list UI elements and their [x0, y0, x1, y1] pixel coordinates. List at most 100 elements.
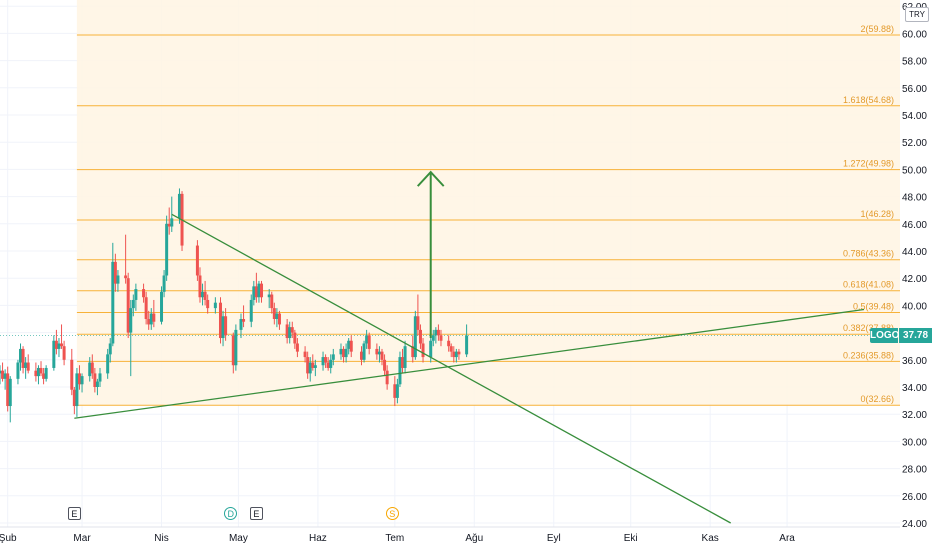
candle-body — [242, 319, 246, 322]
candle-body — [93, 373, 97, 387]
candle — [344, 343, 348, 363]
candle — [324, 354, 328, 368]
currency-label[interactable]: TRY — [905, 7, 929, 22]
time-tick-label: Şub — [0, 533, 17, 544]
candle-body — [403, 346, 407, 368]
candle-body — [203, 291, 207, 300]
candle — [77, 365, 81, 390]
candle — [80, 373, 84, 393]
price-tick-label: 40.00 — [902, 301, 927, 312]
split-event-icon[interactable]: S — [385, 507, 399, 520]
candle-body — [331, 354, 335, 360]
time-tick-label: Kas — [702, 533, 719, 544]
candle-body — [224, 316, 228, 336]
price-tick-label: 50.00 — [902, 165, 927, 176]
candle — [88, 357, 92, 382]
candle — [39, 361, 43, 377]
candle-body — [447, 340, 451, 347]
time-tick-label: Eki — [624, 533, 638, 544]
candle-body — [347, 340, 351, 349]
candle-body — [449, 346, 453, 352]
symbol-tag: LOGO — [870, 328, 900, 343]
candle-body — [344, 348, 348, 358]
candle-body — [375, 348, 379, 355]
candle-body — [77, 373, 81, 385]
time-axis[interactable]: Şub Mar Nis May Haz Tem Ağu Eyl Eki Kas Ara — [0, 526, 900, 544]
candle — [339, 343, 343, 360]
price-tick-label: 26.00 — [902, 492, 927, 503]
trendlines[interactable] — [74, 170, 865, 524]
candle-body — [147, 319, 151, 325]
candle-body — [201, 291, 205, 298]
candle-body — [170, 218, 174, 227]
candle — [260, 280, 264, 303]
fib-level-label: 0.382(37.88) — [843, 323, 894, 333]
candle — [401, 348, 405, 374]
fib-level-label: 0(32.66) — [860, 394, 894, 404]
time-tick-label: Nis — [154, 533, 168, 544]
price-axis[interactable]: 24.0026.0028.0030.0032.0034.0036.0038.00… — [902, 2, 927, 530]
candle — [393, 376, 397, 407]
price-tick-label: 32.00 — [902, 410, 927, 421]
target-arrow-head — [416, 170, 445, 187]
candle-body — [44, 367, 48, 379]
candle-body — [90, 362, 94, 374]
candle-body — [277, 313, 281, 325]
candle-body — [260, 283, 264, 298]
candle-body — [285, 324, 289, 339]
candle — [242, 305, 246, 328]
candle-body — [275, 313, 279, 319]
candle-body — [306, 357, 310, 374]
candle-body — [254, 286, 258, 298]
candle-body — [144, 297, 148, 319]
candle-body — [249, 299, 253, 322]
candle — [165, 215, 169, 281]
candle-body — [413, 316, 417, 358]
earnings-event-icon[interactable]: E — [249, 507, 263, 520]
candle-body — [339, 348, 343, 355]
candle — [21, 346, 25, 374]
candle — [311, 354, 315, 371]
candle — [411, 335, 415, 363]
candle — [270, 291, 274, 314]
candle — [465, 324, 469, 358]
candle-body — [88, 362, 92, 377]
candle-body — [42, 373, 46, 379]
price-tick-label: 42.00 — [902, 274, 927, 285]
fib-level-label: 1.272(49.98) — [843, 159, 894, 169]
candle-body — [126, 278, 130, 333]
candle — [331, 348, 335, 366]
candle-body — [54, 340, 58, 349]
candle-body — [106, 354, 110, 374]
candle-body — [308, 362, 312, 374]
candle-body — [295, 343, 299, 352]
candle — [36, 365, 40, 385]
candle-body — [434, 329, 438, 336]
candle — [206, 294, 210, 314]
price-tick-label: 34.00 — [902, 383, 927, 394]
candle — [380, 348, 384, 366]
candlestick-series — [0, 188, 469, 423]
candle — [57, 338, 61, 358]
candle-body — [349, 340, 353, 352]
price-tick-label: 24.00 — [902, 519, 927, 530]
candle-body — [72, 389, 76, 407]
candle — [126, 272, 130, 339]
candle-body — [152, 313, 156, 322]
candle — [111, 242, 115, 347]
candle — [90, 354, 94, 379]
candle — [113, 253, 117, 292]
candle-body — [231, 335, 235, 366]
dividend-event-icon[interactable]: D — [224, 507, 238, 520]
candle — [234, 324, 238, 371]
time-tick-label: May — [229, 533, 248, 544]
fibonacci-retracement[interactable]: 0(32.66) 0.236(35.88) 0.382(37.88) 0.5(39.4… — [76, 0, 901, 406]
candle-body — [239, 319, 243, 330]
resistance-trendline — [171, 213, 731, 524]
candle — [362, 340, 366, 363]
candle — [19, 343, 23, 371]
candle — [6, 366, 10, 412]
earnings-event-icon[interactable]: E — [67, 507, 81, 520]
candle — [349, 335, 353, 358]
